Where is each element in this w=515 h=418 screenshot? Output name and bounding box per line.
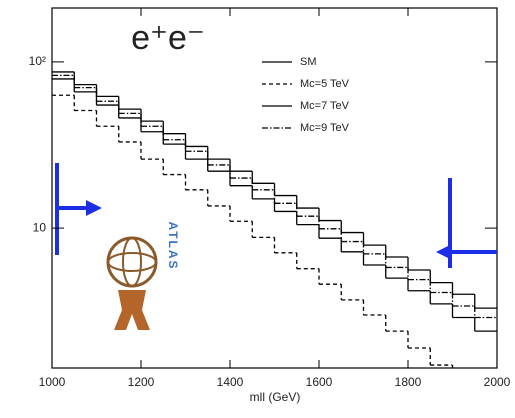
plot-frame	[51, 7, 498, 369]
x-tick-label: 1400	[217, 375, 244, 389]
x-tick-label: 1200	[128, 375, 155, 389]
x-tick-label: 1600	[306, 375, 333, 389]
legend-label: Mc=5 TeV	[300, 78, 350, 90]
x-tick-label: 1800	[395, 375, 422, 389]
x-tick-label: 1000	[39, 375, 66, 389]
y-tick-label: 10	[33, 220, 47, 234]
histograms	[52, 71, 497, 368]
legend-label: Mc=9 TeV	[300, 122, 350, 134]
x-tick-label: 2000	[484, 375, 511, 389]
arrows	[55, 163, 497, 268]
x-axis-label: mll (GeV)	[250, 390, 301, 404]
y-tick-label: 10²	[29, 54, 46, 68]
legend-label: SM	[300, 56, 317, 68]
legend-label: Mc=7 TeV	[300, 100, 350, 112]
logo-text: ATLAS	[166, 221, 180, 270]
annotation: e⁺e⁻	[131, 19, 205, 57]
atlas-logo	[106, 236, 158, 330]
